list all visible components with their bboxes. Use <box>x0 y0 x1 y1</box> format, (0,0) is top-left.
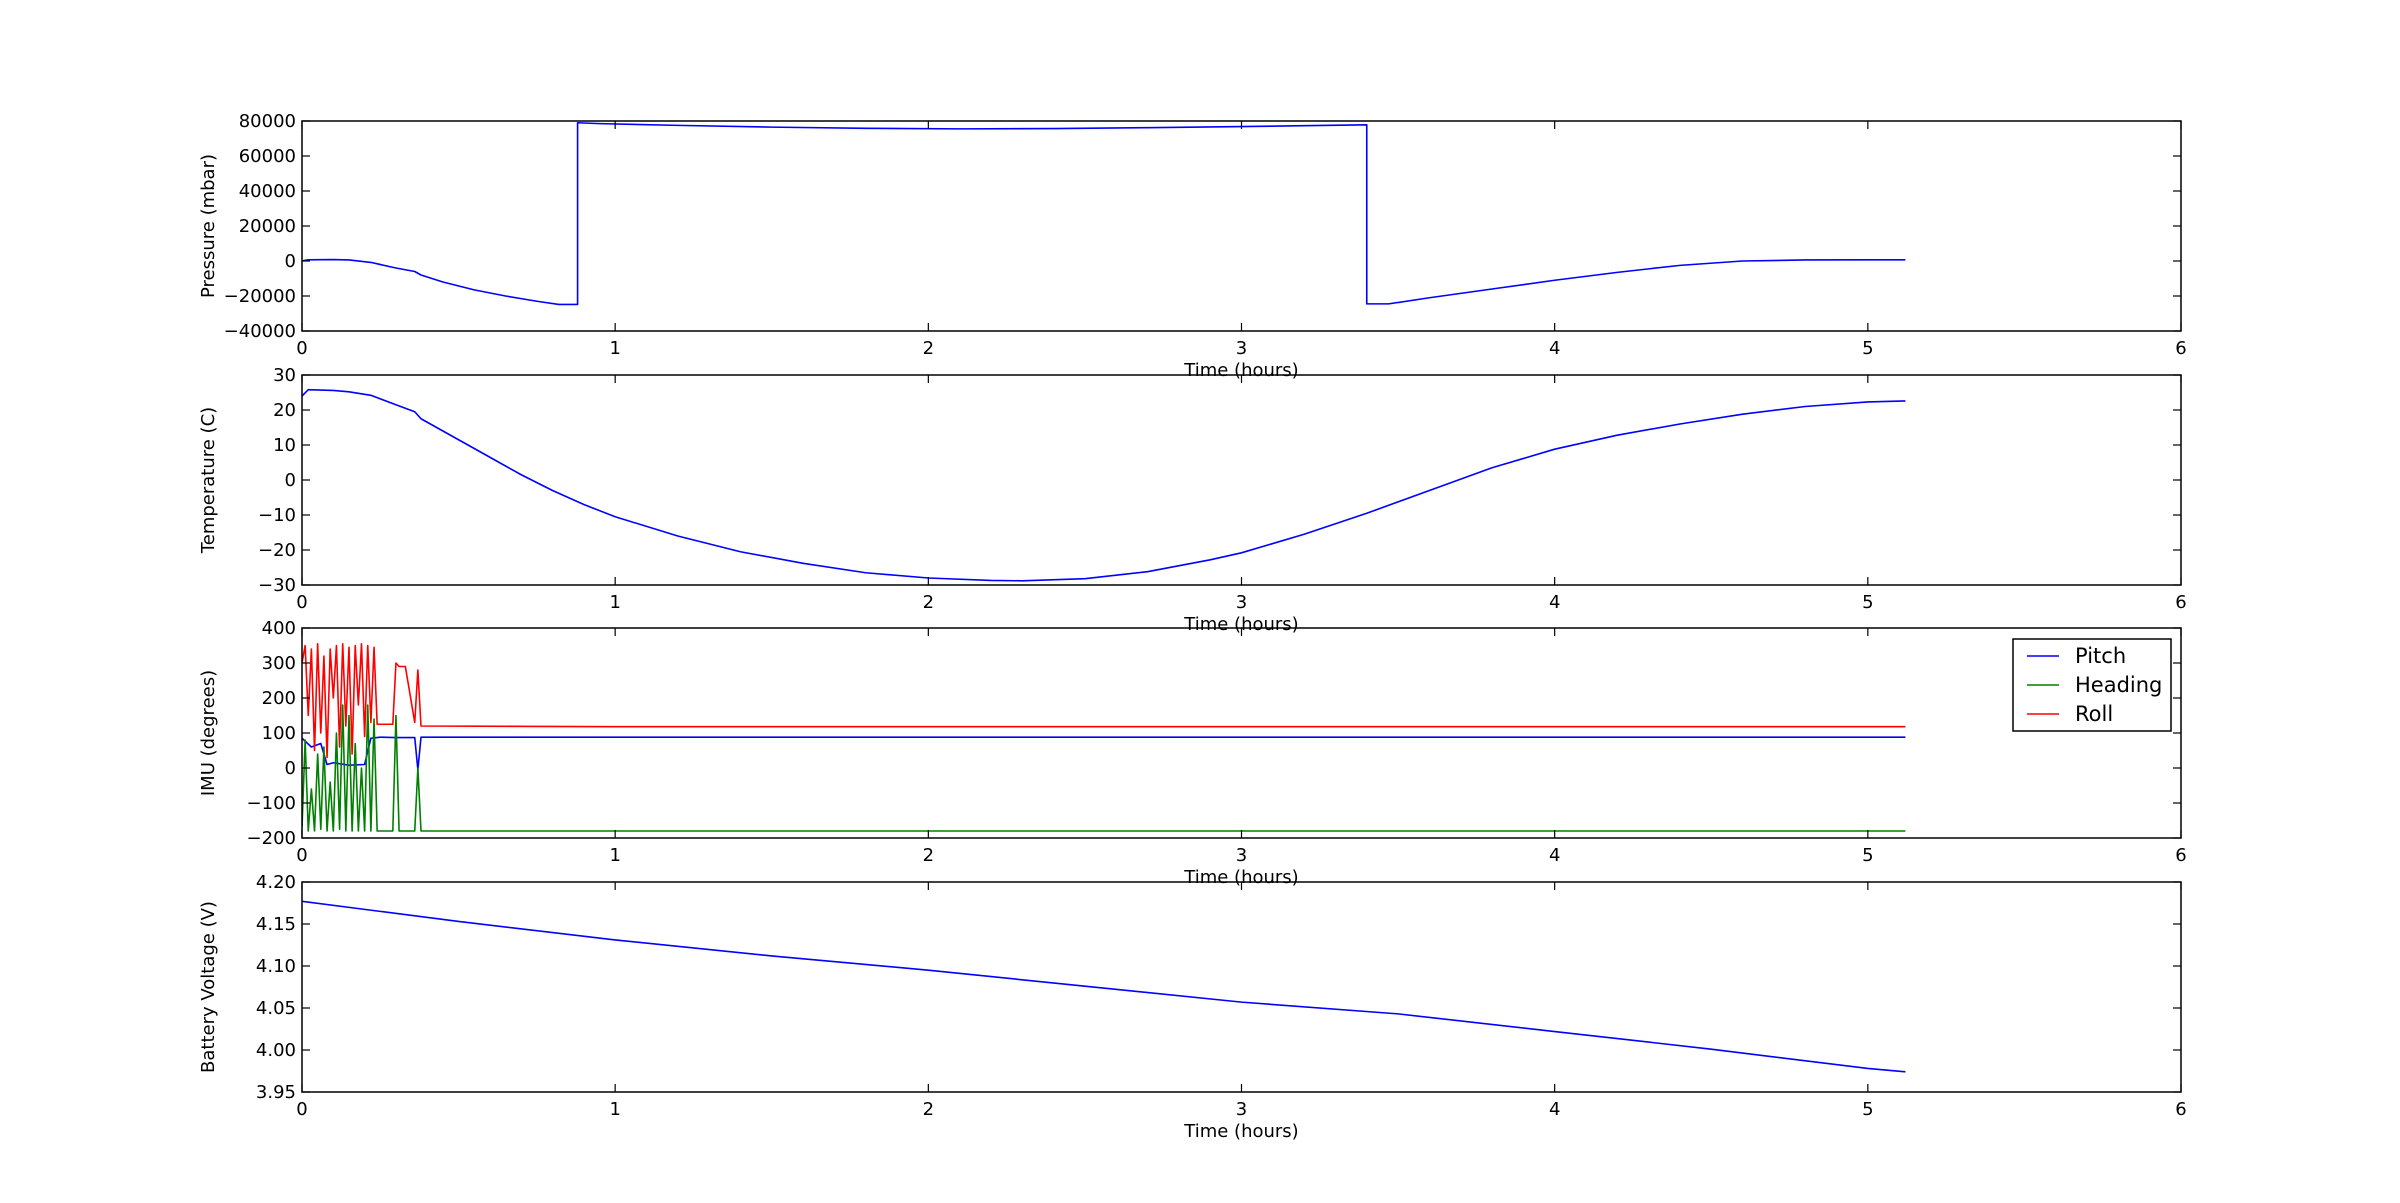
x-tick-label: 4 <box>1549 592 1560 613</box>
legend: Pitch Heading Roll <box>2012 638 2172 732</box>
x-tick-label: 0 <box>296 845 307 866</box>
x-tick-label: 5 <box>1862 338 1873 359</box>
y-tick-label: 30 <box>273 365 296 386</box>
axes-frame <box>301 120 2182 332</box>
y-axis-label: Temperature (C) <box>198 407 219 554</box>
x-axis-label: Time (hours) <box>1183 614 1298 635</box>
x-tick-label: 5 <box>1862 1099 1873 1120</box>
y-tick-label: 4.15 <box>256 914 296 935</box>
series-line-1-1 <box>302 121 1906 306</box>
y-tick-label: 60000 <box>239 146 296 167</box>
x-tick-label: 3 <box>1236 1099 1247 1120</box>
y-axis-label: IMU (degrees) <box>198 670 219 796</box>
y-tick-label: −20000 <box>224 286 296 307</box>
y-tick-label: −40000 <box>224 321 296 342</box>
y-tick-label: 20 <box>273 400 296 421</box>
x-tick-label: 6 <box>2175 1099 2186 1120</box>
x-tick-label: 5 <box>1862 845 1873 866</box>
series-line-pitch <box>302 736 1906 771</box>
x-axis-label: Time (hours) <box>1183 1121 1298 1142</box>
x-tick-label: 2 <box>923 338 934 359</box>
x-tick-label: 6 <box>2175 592 2186 613</box>
y-tick-label: 300 <box>262 653 296 674</box>
y-tick-label: 200 <box>262 688 296 709</box>
x-tick-label: 6 <box>2175 845 2186 866</box>
x-tick-label: 2 <box>923 845 934 866</box>
x-tick-label: 0 <box>296 338 307 359</box>
x-tick-label: 1 <box>609 1099 620 1120</box>
y-tick-label: −10 <box>258 505 296 526</box>
x-tick-label: 3 <box>1236 592 1247 613</box>
y-tick-label: 80000 <box>239 111 296 132</box>
series-line-4-1 <box>302 900 1906 1073</box>
series-line-2-1 <box>302 388 1906 582</box>
y-axis-label: Battery Voltage (V) <box>198 901 219 1073</box>
x-tick-label: 4 <box>1549 845 1560 866</box>
axes-frame <box>301 881 2182 1093</box>
y-tick-label: −20 <box>258 540 296 561</box>
y-tick-label: 10 <box>273 435 296 456</box>
y-tick-label: 20000 <box>239 216 296 237</box>
x-tick-label: 3 <box>1236 338 1247 359</box>
legend-label-heading: Heading <box>2075 673 2162 697</box>
x-tick-label: 3 <box>1236 845 1247 866</box>
y-tick-label: 4.05 <box>256 998 296 1019</box>
x-tick-label: 6 <box>2175 338 2186 359</box>
series-line-roll <box>302 642 1906 759</box>
y-tick-label: −30 <box>258 575 296 596</box>
x-tick-label: 0 <box>296 1099 307 1120</box>
y-tick-label: 0 <box>285 470 296 491</box>
y-tick-label: −200 <box>247 828 296 849</box>
x-tick-label: 1 <box>609 338 620 359</box>
x-tick-label: 5 <box>1862 592 1873 613</box>
y-tick-label: 400 <box>262 618 296 639</box>
legend-label-pitch: Pitch <box>2075 644 2126 668</box>
y-tick-label: 4.20 <box>256 872 296 893</box>
y-tick-label: 4.10 <box>256 956 296 977</box>
subplot-2: 0 1 2 3 4 5 6 −30 −20 −10 0 10 20 30 Time (hours) Tempe… <box>198 365 2187 635</box>
axes-frame <box>301 627 2182 839</box>
subplot-1: 0 1 2 3 4 5 6 −40000 −20000 0 20000 40000 60000 80000… <box>198 111 2187 381</box>
y-tick-label: 40000 <box>239 181 296 202</box>
series-line-heading <box>302 704 1906 832</box>
y-axis-label: Pressure (mbar) <box>198 154 219 298</box>
x-tick-label: 4 <box>1549 338 1560 359</box>
y-tick-label: 0 <box>285 251 296 272</box>
y-tick-label: 3.95 <box>256 1082 296 1103</box>
y-tick-label: 4.00 <box>256 1040 296 1061</box>
x-tick-label: 4 <box>1549 1099 1560 1120</box>
y-tick-label: 0 <box>285 758 296 779</box>
y-tick-label: −100 <box>247 793 296 814</box>
x-tick-label: 0 <box>296 592 307 613</box>
x-tick-label: 2 <box>923 592 934 613</box>
x-tick-label: 1 <box>609 845 620 866</box>
x-tick-label: 2 <box>923 1099 934 1120</box>
x-tick-label: 1 <box>609 592 620 613</box>
legend-label-roll: Roll <box>2075 702 2113 726</box>
y-tick-label: 100 <box>262 723 296 744</box>
subplot-4: 0 1 2 3 4 5 6 3.95 4.00 4.05 4.10 4.15 4.20 Time (hou… <box>198 872 2187 1142</box>
